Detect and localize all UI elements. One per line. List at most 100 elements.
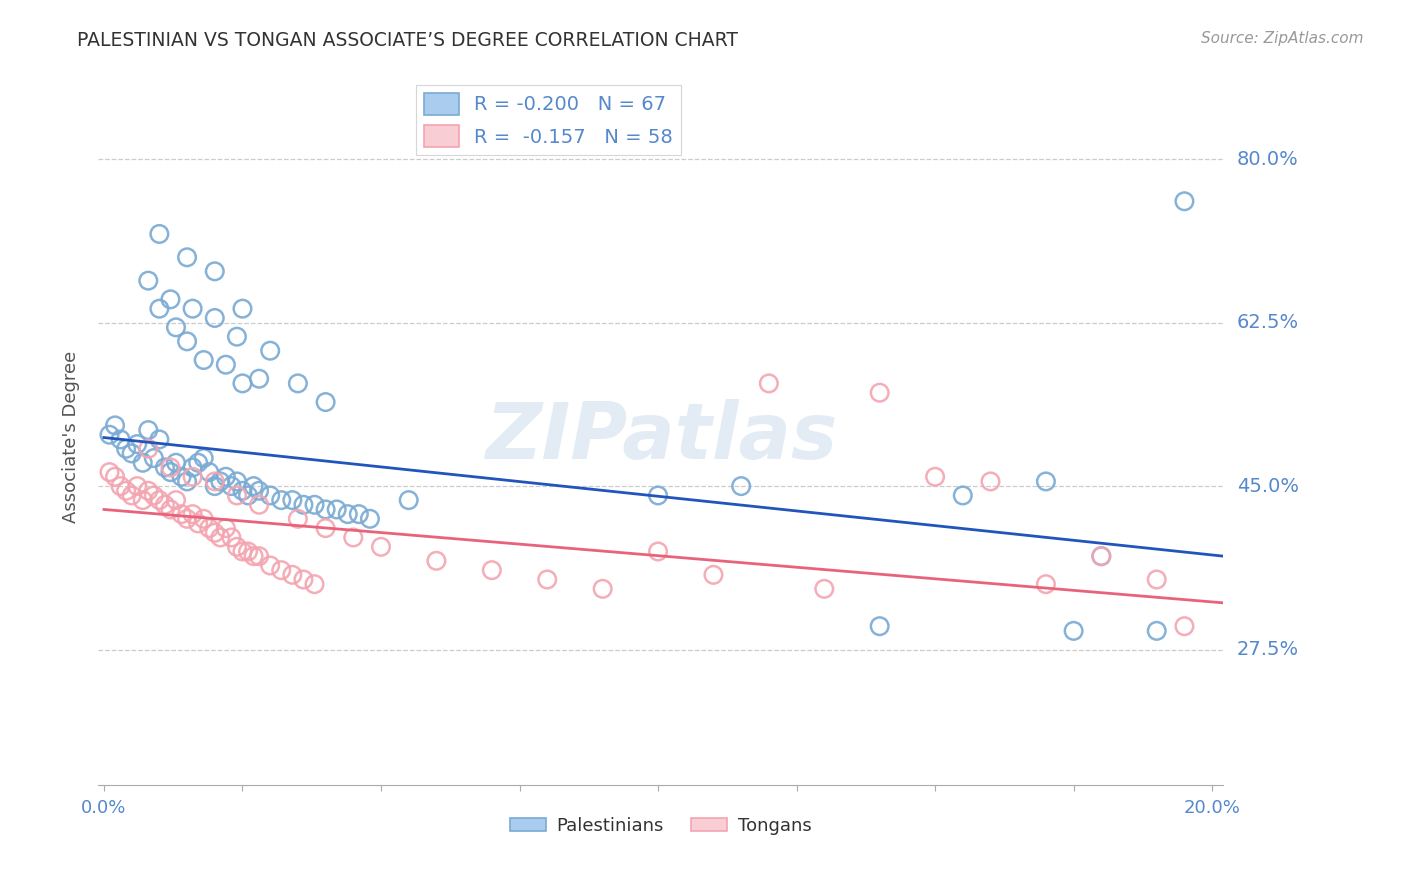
Point [730,479,752,493]
Point [198,465,221,479]
Point [193,512,215,526]
Point [215,521,238,535]
Point [242,549,264,563]
Point [204,264,226,278]
Point [259,343,281,358]
Point [259,488,281,502]
Point [98,427,121,442]
Point [226,475,249,489]
Point [226,329,249,343]
Text: 27.5%: 27.5% [1237,640,1299,659]
Point [176,475,198,489]
Point [127,479,149,493]
Point [204,475,226,489]
Point [292,573,315,587]
Point [148,227,170,241]
Point [136,423,159,437]
Point [1090,549,1112,563]
Point [165,456,187,470]
Point [647,488,669,502]
Point [758,376,780,391]
Text: 62.5%: 62.5% [1237,313,1299,332]
Point [247,372,270,386]
Point [1173,194,1195,209]
Point [247,549,270,563]
Point [979,475,1001,489]
Point [165,320,187,334]
Point [148,433,170,447]
Point [187,516,209,531]
Point [702,567,724,582]
Point [165,493,187,508]
Point [247,498,270,512]
Point [159,465,181,479]
Point [215,469,238,483]
Point [270,493,292,508]
Point [136,442,159,456]
Y-axis label: Associate's Degree: Associate's Degree [62,351,80,524]
Point [115,442,138,456]
Point [159,502,181,516]
Point [287,376,309,391]
Point [342,531,364,545]
Point [159,293,181,307]
Point [1035,475,1057,489]
Point [236,488,259,502]
Point [148,493,170,508]
Point [181,301,204,316]
Point [176,250,198,264]
Point [536,573,558,587]
Point [136,274,159,288]
Point [110,433,132,447]
Point [193,451,215,466]
Point [281,493,304,508]
Point [127,437,149,451]
Point [226,488,249,502]
Text: ZIPatlas: ZIPatlas [485,399,837,475]
Point [647,544,669,558]
Point [209,531,232,545]
Point [242,479,264,493]
Point [142,488,165,502]
Point [292,498,315,512]
Point [1035,577,1057,591]
Point [813,582,835,596]
Text: 45.0%: 45.0% [1237,476,1299,496]
Point [153,460,176,475]
Point [170,469,193,483]
Point [204,525,226,540]
Point [347,507,370,521]
Point [181,507,204,521]
Point [121,446,143,460]
Point [924,469,946,483]
Point [221,531,243,545]
Point [132,493,155,508]
Point [153,498,176,512]
Point [1146,573,1168,587]
Point [231,301,253,316]
Point [592,582,614,596]
Point [481,563,503,577]
Point [221,479,243,493]
Point [231,376,253,391]
Point [181,469,204,483]
Point [104,418,127,433]
Point [132,456,155,470]
Legend: Palestinians, Tongans: Palestinians, Tongans [502,810,820,842]
Point [869,619,891,633]
Point [115,483,138,498]
Point [325,502,347,516]
Point [398,493,420,508]
Point [193,353,215,368]
Point [110,479,132,493]
Point [236,544,259,558]
Text: 80.0%: 80.0% [1237,150,1299,169]
Point [187,456,209,470]
Point [259,558,281,573]
Point [304,498,326,512]
Point [121,488,143,502]
Point [270,563,292,577]
Point [287,512,309,526]
Point [370,540,392,554]
Point [359,512,381,526]
